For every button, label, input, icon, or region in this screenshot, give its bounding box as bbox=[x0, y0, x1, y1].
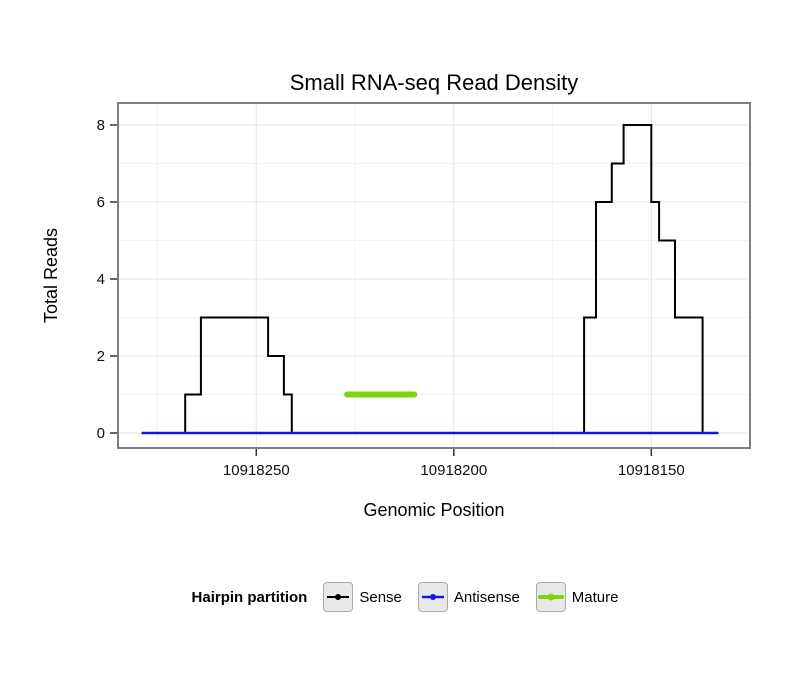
y-tick-label: 0 bbox=[97, 425, 105, 442]
y-tick-label: 2 bbox=[97, 348, 105, 365]
y-tick-label: 4 bbox=[97, 271, 105, 288]
x-tick-label: 10918150 bbox=[618, 462, 685, 479]
legend-key-point bbox=[547, 593, 555, 601]
legend-key-mature bbox=[535, 582, 566, 612]
legend-item-sense: Sense bbox=[323, 582, 402, 612]
y-tick-label: 6 bbox=[97, 194, 105, 211]
legend-item-label: Mature bbox=[571, 588, 619, 606]
panel-border bbox=[117, 102, 751, 449]
legend-title: Hairpin partition bbox=[191, 588, 308, 606]
legend: Hairpin partition Sense Antisense Mature bbox=[0, 582, 810, 612]
x-tick-label: 10918250 bbox=[223, 462, 290, 479]
legend-key-point bbox=[429, 594, 436, 600]
panel-background bbox=[118, 103, 750, 448]
legend-key-antisense bbox=[417, 582, 448, 612]
legend-item-mature: Mature bbox=[535, 582, 619, 612]
legend-item-antisense: Antisense bbox=[417, 582, 520, 612]
legend-items: Sense Antisense Mature bbox=[323, 582, 618, 612]
chart-title: Small RNA-seq Read Density bbox=[289, 70, 579, 95]
x-axis-title: Genomic Position bbox=[363, 500, 505, 520]
legend-item-label: Antisense bbox=[453, 588, 520, 606]
legend-item-label: Sense bbox=[359, 588, 402, 606]
legend-key-sense bbox=[323, 582, 354, 612]
x-tick-label: 10918200 bbox=[420, 462, 487, 479]
series-sense-line bbox=[141, 124, 719, 434]
legend-key-point bbox=[335, 594, 342, 600]
y-tick-label: 8 bbox=[97, 117, 105, 134]
